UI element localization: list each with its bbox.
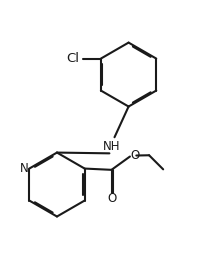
Text: NH: NH	[103, 140, 120, 153]
Text: O: O	[108, 192, 117, 205]
Text: N: N	[20, 162, 29, 175]
Text: Cl: Cl	[66, 52, 79, 65]
Text: O: O	[130, 149, 139, 162]
